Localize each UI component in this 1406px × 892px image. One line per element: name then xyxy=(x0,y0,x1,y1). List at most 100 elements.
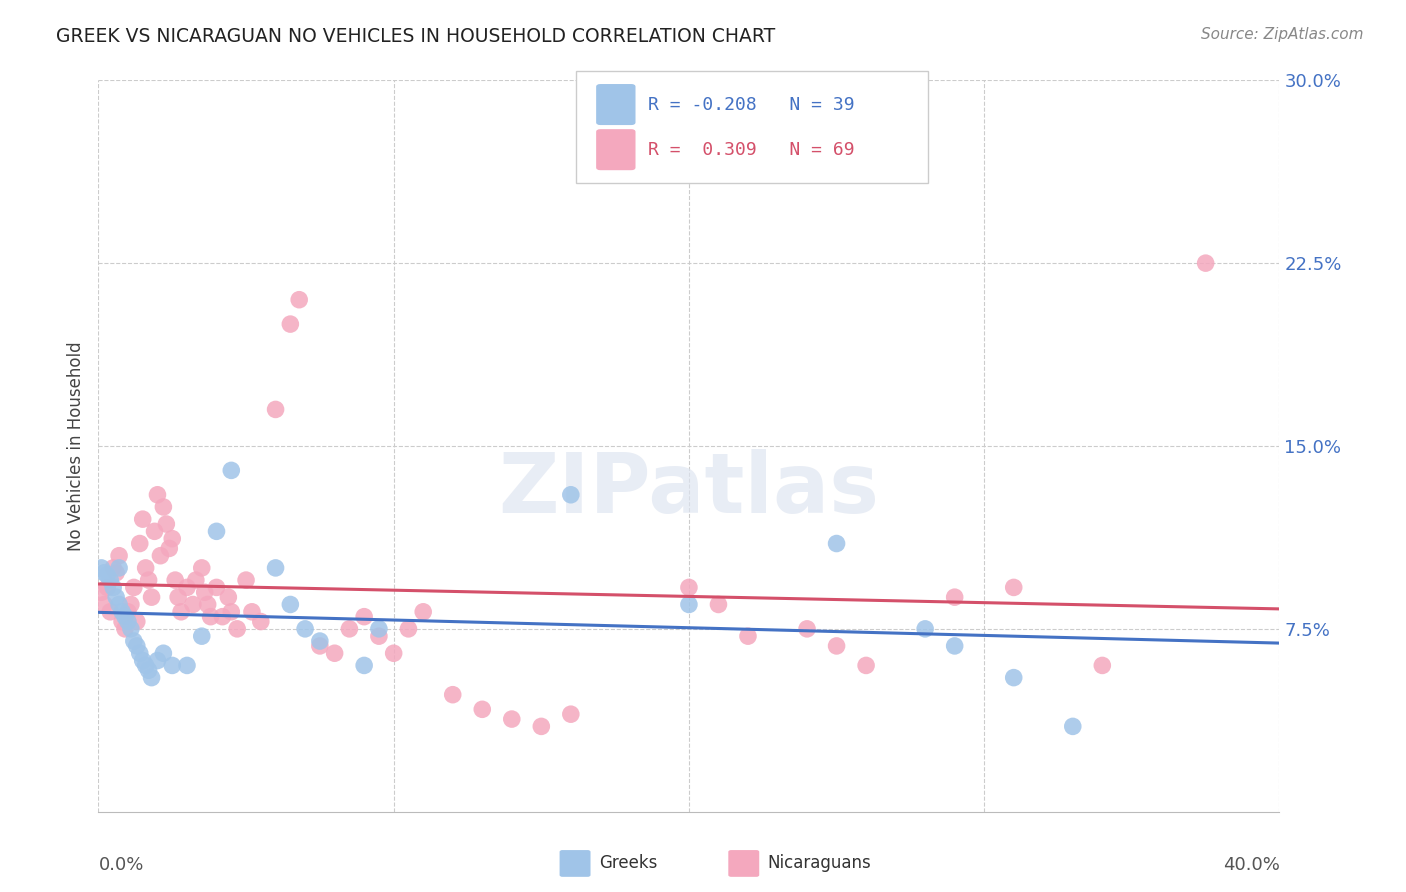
Point xyxy=(678,581,700,595)
Point xyxy=(1091,658,1114,673)
Point xyxy=(181,598,204,612)
Point xyxy=(108,561,131,575)
Point xyxy=(135,658,157,673)
Point xyxy=(122,581,145,595)
Point xyxy=(120,622,142,636)
Point xyxy=(176,658,198,673)
Point xyxy=(1002,581,1025,595)
Point xyxy=(560,707,582,722)
Point xyxy=(1002,671,1025,685)
Point xyxy=(250,615,273,629)
Point xyxy=(146,654,169,668)
Point xyxy=(141,671,163,685)
Point xyxy=(309,639,332,653)
Text: Greeks: Greeks xyxy=(599,855,658,872)
Point xyxy=(678,598,700,612)
Text: R = -0.208   N = 39: R = -0.208 N = 39 xyxy=(648,95,855,113)
Point xyxy=(155,516,177,531)
Text: R =  0.309   N = 69: R = 0.309 N = 69 xyxy=(648,141,855,159)
Point xyxy=(323,646,346,660)
Point xyxy=(855,658,877,673)
Point xyxy=(146,488,169,502)
Point xyxy=(280,598,302,612)
Text: Source: ZipAtlas.com: Source: ZipAtlas.com xyxy=(1201,27,1364,42)
Point xyxy=(152,500,174,514)
Point xyxy=(141,590,163,604)
Point xyxy=(194,585,217,599)
Point xyxy=(398,622,420,636)
Text: Nicaraguans: Nicaraguans xyxy=(768,855,872,872)
Point xyxy=(117,605,139,619)
Point xyxy=(184,573,207,587)
Point xyxy=(98,573,121,587)
Point xyxy=(353,658,375,673)
Point xyxy=(122,634,145,648)
Point xyxy=(197,598,219,612)
Point xyxy=(205,524,228,539)
Point xyxy=(221,605,243,619)
Point xyxy=(530,719,553,733)
Point xyxy=(796,622,818,636)
Point xyxy=(280,317,302,331)
Point xyxy=(114,622,136,636)
Point xyxy=(170,605,193,619)
Point xyxy=(103,561,125,575)
Point xyxy=(96,568,118,582)
Point xyxy=(339,622,361,636)
Point xyxy=(120,598,142,612)
Point xyxy=(200,609,222,624)
Text: GREEK VS NICARAGUAN NO VEHICLES IN HOUSEHOLD CORRELATION CHART: GREEK VS NICARAGUAN NO VEHICLES IN HOUSE… xyxy=(56,27,776,45)
Point xyxy=(368,629,391,643)
Point xyxy=(125,639,148,653)
Point xyxy=(103,581,125,595)
Text: 0.0%: 0.0% xyxy=(98,855,143,873)
Point xyxy=(135,561,157,575)
Point xyxy=(471,702,494,716)
Point xyxy=(368,622,391,636)
Point xyxy=(1062,719,1084,733)
Point xyxy=(412,605,434,619)
Point xyxy=(90,585,112,599)
Point xyxy=(143,524,166,539)
Point xyxy=(221,463,243,477)
Point xyxy=(240,605,263,619)
Point xyxy=(111,605,134,619)
Point xyxy=(226,622,249,636)
Point xyxy=(149,549,172,563)
Point xyxy=(128,536,150,550)
Point xyxy=(152,646,174,660)
Point xyxy=(111,615,134,629)
Point xyxy=(217,590,239,604)
Point xyxy=(96,581,118,595)
Point xyxy=(132,654,155,668)
Text: ZIPatlas: ZIPatlas xyxy=(499,450,879,531)
Point xyxy=(165,573,187,587)
Point xyxy=(125,615,148,629)
Point xyxy=(162,532,183,546)
Point xyxy=(105,590,128,604)
Point xyxy=(737,629,759,643)
Point xyxy=(353,609,375,624)
Point xyxy=(105,566,128,580)
Point xyxy=(108,549,131,563)
Point xyxy=(235,573,257,587)
Point xyxy=(108,598,131,612)
Point xyxy=(93,598,115,612)
Point xyxy=(943,639,966,653)
Point xyxy=(914,622,936,636)
Point xyxy=(288,293,311,307)
Y-axis label: No Vehicles in Household: No Vehicles in Household xyxy=(66,341,84,551)
Point xyxy=(90,561,112,575)
Point xyxy=(825,639,848,653)
Point xyxy=(943,590,966,604)
Point xyxy=(264,402,287,417)
Point xyxy=(264,561,287,575)
Point xyxy=(382,646,405,660)
Point xyxy=(707,598,730,612)
Point xyxy=(93,566,115,580)
Point xyxy=(191,561,214,575)
Point xyxy=(1195,256,1218,270)
Point xyxy=(294,622,316,636)
Point xyxy=(205,581,228,595)
Point xyxy=(162,658,183,673)
